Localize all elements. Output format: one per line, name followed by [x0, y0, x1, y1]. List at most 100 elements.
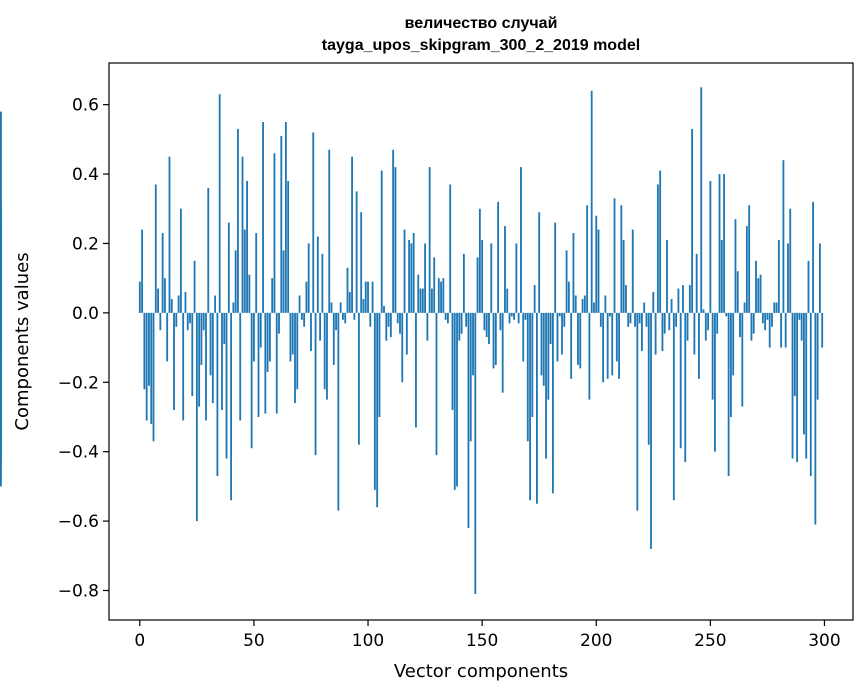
bar-145 — [469, 312, 472, 442]
bar-67 — [291, 312, 294, 355]
bar-225 — [652, 292, 655, 313]
bar-80 — [321, 253, 324, 313]
bar-59 — [273, 153, 276, 313]
bar-253 — [716, 312, 719, 334]
bar-53 — [259, 312, 262, 348]
bar-213 — [625, 285, 627, 313]
bar-168 — [522, 312, 525, 362]
bar-1 — [141, 229, 144, 313]
bar-298 — [819, 243, 821, 313]
bar-237 — [679, 312, 682, 449]
x-tick-label: 200 — [580, 631, 612, 651]
bar-30 — [207, 187, 210, 313]
bar-61 — [278, 312, 280, 334]
bar-19 — [182, 312, 185, 421]
bar-283 — [784, 312, 787, 348]
bar-27 — [200, 312, 203, 365]
bar-245 — [698, 312, 700, 379]
bar-45 — [241, 156, 244, 313]
bar-248 — [704, 312, 707, 341]
bar-188 — [567, 281, 570, 313]
bar-206 — [609, 312, 611, 317]
y-tick-label: −0.4 — [58, 443, 99, 463]
bar-261 — [734, 219, 737, 313]
bar-87 — [337, 312, 340, 511]
bar-289 — [798, 312, 801, 320]
bar-126 — [426, 312, 429, 341]
bar-141 — [460, 312, 463, 334]
bar-176 — [540, 312, 543, 376]
bar-170 — [526, 312, 529, 442]
bar-144 — [467, 312, 470, 529]
bar-207 — [611, 312, 614, 376]
bar-151 — [483, 312, 486, 331]
bar-217 — [634, 312, 636, 327]
bar-219 — [638, 312, 641, 324]
bar-23 — [191, 312, 194, 397]
bar-167 — [520, 167, 522, 313]
bar-232 — [668, 312, 671, 331]
bar-195 — [583, 295, 586, 313]
bar-109 — [387, 312, 390, 327]
bar-266 — [745, 226, 748, 313]
bar-106 — [380, 170, 383, 313]
bar-103 — [373, 312, 376, 490]
bar-17 — [177, 295, 180, 313]
bar-190 — [572, 233, 575, 313]
bar-164 — [513, 312, 516, 320]
plot-frame — [108, 62, 854, 621]
bar-35 — [218, 94, 221, 313]
bar-51 — [255, 233, 258, 313]
bar-165 — [515, 243, 518, 313]
chart-title: величество случай — [405, 15, 558, 32]
bar-193 — [579, 312, 582, 369]
bar-38 — [225, 312, 228, 459]
bar-69 — [296, 312, 299, 390]
bar-66 — [289, 312, 292, 362]
bar-140 — [458, 312, 461, 341]
bar-4 — [148, 312, 150, 386]
bar-157 — [497, 201, 500, 313]
bar-33 — [214, 295, 217, 313]
bar-180 — [549, 312, 552, 345]
y-tick-label: 0.0 — [72, 304, 99, 324]
bar-46 — [243, 229, 246, 313]
bar-229 — [661, 312, 664, 352]
bar-259 — [729, 312, 732, 417]
bar-12 — [166, 312, 169, 362]
bar-95 — [355, 191, 358, 313]
bar-13 — [168, 156, 171, 313]
y-tick-label: 0.6 — [72, 96, 99, 116]
bar-169 — [524, 312, 527, 320]
bar-147 — [474, 312, 477, 594]
bar-186 — [563, 312, 566, 327]
bar-121 — [415, 312, 417, 428]
bar-299 — [821, 312, 824, 348]
bar-257 — [725, 312, 728, 317]
bar-282 — [782, 160, 785, 313]
bar-227 — [656, 184, 659, 313]
x-tick-label: 150 — [466, 631, 498, 651]
y-tick-label: 0.4 — [72, 165, 99, 185]
x-tick-label: 250 — [694, 631, 726, 651]
bar-252 — [714, 312, 716, 452]
bar-71 — [300, 312, 303, 320]
bar-32 — [211, 312, 214, 404]
bar-25 — [195, 312, 198, 522]
bar-undefined — [0, 278, 2, 313]
bar-48 — [248, 274, 251, 313]
bar-79 — [319, 312, 322, 341]
bar-292 — [805, 312, 808, 459]
bar-134 — [444, 312, 447, 320]
bar-230 — [663, 312, 666, 334]
bar-178 — [545, 312, 547, 459]
y-axis-ticks: −0.8 −0.6 −0.4 −0.2 0.0 0.2 0.4 0.6 — [58, 96, 109, 602]
bar-26 — [198, 312, 201, 407]
bar-96 — [357, 312, 360, 445]
bar-122 — [417, 274, 420, 313]
bar-133 — [442, 278, 445, 313]
bar-221 — [643, 302, 646, 313]
bar-undefined — [0, 312, 2, 379]
